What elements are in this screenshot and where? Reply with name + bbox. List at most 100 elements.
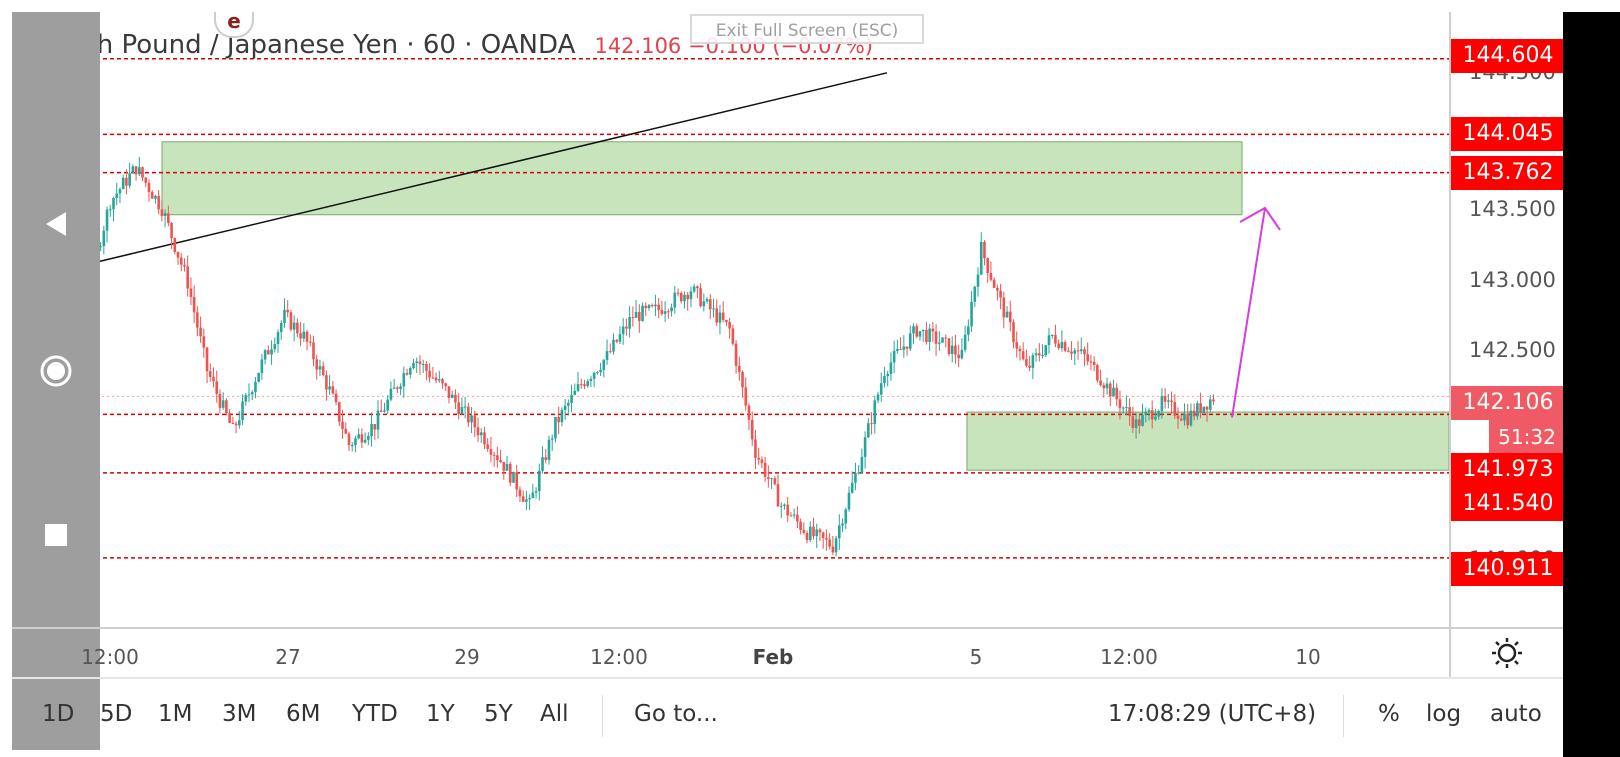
candle-body — [618, 334, 622, 342]
candle-body — [457, 402, 460, 415]
candle-body — [1079, 349, 1083, 352]
candle-body — [1141, 414, 1144, 426]
candle-body — [547, 439, 551, 460]
candle-body — [399, 386, 402, 389]
candle-body — [734, 343, 738, 366]
percent-toggle[interactable]: % — [1378, 701, 1400, 727]
settings-button[interactable] — [1449, 627, 1563, 677]
candle-body — [789, 515, 793, 517]
range-5d-button[interactable]: 5D — [100, 701, 133, 727]
range-ytd-button[interactable]: YTD — [352, 701, 398, 727]
candle-body — [792, 514, 796, 516]
candle-body — [1128, 407, 1131, 417]
goto-button[interactable]: Go to... — [634, 701, 718, 727]
price-axis[interactable]: 144.500 143.500 143.000 142.500 141.000 … — [1449, 12, 1565, 627]
candle-body — [108, 209, 112, 211]
candle-body — [115, 193, 119, 198]
candle-body — [179, 257, 183, 265]
exit-fullscreen-button[interactable]: Exit Full Screen (ESC) — [690, 14, 924, 44]
candle-body — [1054, 334, 1057, 344]
candle-body — [173, 238, 177, 252]
candle-body — [1176, 415, 1180, 419]
candle-body — [554, 416, 557, 439]
candle-body — [970, 301, 973, 327]
range-3m-button[interactable]: 3M — [222, 701, 257, 727]
level-tag: 141.973 — [1451, 453, 1565, 487]
candle-body — [654, 304, 657, 307]
candle-body — [934, 331, 938, 344]
candle-body — [1083, 349, 1086, 355]
candle-body — [960, 349, 964, 359]
candle-body — [283, 309, 286, 324]
candle-body — [334, 393, 338, 403]
price-chart[interactable] — [12, 12, 1449, 627]
candle-body — [267, 350, 270, 355]
candle-body — [1150, 410, 1154, 420]
candle-body — [954, 345, 957, 355]
candle-body — [183, 264, 186, 267]
candle-body — [321, 366, 325, 376]
candle-body — [512, 471, 515, 483]
candle-body — [1115, 387, 1119, 400]
auto-toggle[interactable]: auto — [1490, 701, 1542, 727]
candle-body — [986, 258, 989, 273]
range-6m-button[interactable]: 6M — [286, 701, 321, 727]
range-1m-button[interactable]: 1M — [158, 701, 193, 727]
candle-body — [289, 312, 293, 330]
clock-label[interactable]: 17:08:29 (UTC+8) — [1108, 701, 1317, 727]
candle-body — [521, 496, 525, 502]
candle-body — [738, 365, 741, 372]
candle-body — [447, 386, 451, 398]
candle-body — [118, 189, 122, 194]
candle-body — [883, 376, 886, 384]
candle-body — [728, 322, 731, 329]
candle-body — [454, 394, 457, 403]
chart-canvas[interactable]: British Pound / Japanese Yen · 60 · OAND… — [12, 12, 1449, 627]
candle-body — [1205, 406, 1209, 410]
candle-body — [402, 373, 406, 387]
range-1d-button[interactable]: 1D — [42, 701, 75, 727]
candle-body — [902, 346, 906, 350]
candle-body — [621, 326, 625, 335]
candle-body — [608, 351, 612, 353]
candle-body — [638, 311, 641, 321]
candle-body — [1102, 385, 1106, 389]
candle-body — [950, 345, 954, 355]
candle-body — [1208, 399, 1212, 410]
candle-body — [418, 361, 422, 365]
last-price-tag: 142.106 — [1451, 386, 1565, 420]
log-toggle[interactable]: log — [1426, 701, 1462, 727]
candle-body — [483, 432, 486, 445]
time-axis[interactable]: 12:00 27 29 12:00 Feb 5 12:00 10 — [12, 627, 1449, 679]
candle-body — [596, 372, 599, 374]
square-recent-icon[interactable] — [45, 524, 67, 546]
candle-body — [650, 305, 654, 307]
candle-body — [254, 381, 257, 393]
triangle-back-icon[interactable] — [44, 210, 68, 238]
range-all-button[interactable]: All — [540, 701, 569, 727]
candle-body — [989, 272, 993, 280]
candle-body — [712, 308, 715, 310]
candle-body — [1076, 350, 1080, 352]
candle-body — [1160, 396, 1164, 412]
circle-home-icon[interactable] — [39, 354, 73, 388]
candle-body — [405, 373, 409, 375]
candle-body — [983, 241, 986, 259]
candle-body — [773, 478, 777, 485]
candle-body — [889, 362, 893, 374]
candle-body — [1138, 419, 1141, 426]
candle-body — [750, 419, 754, 440]
candle-body — [702, 301, 706, 307]
level-tag: 141.540 — [1451, 487, 1565, 521]
candle-body — [1147, 410, 1151, 412]
candle-body — [473, 415, 477, 428]
candle-body — [831, 546, 835, 553]
candle-body — [534, 491, 538, 493]
range-1y-button[interactable]: 1Y — [426, 701, 455, 727]
countdown-tag: 51:32 — [1489, 420, 1565, 454]
range-5y-button[interactable]: 5Y — [484, 701, 513, 727]
candle-body — [1121, 407, 1125, 409]
candle-body — [660, 309, 664, 314]
candle-body — [486, 444, 489, 449]
candle-body — [379, 410, 383, 412]
